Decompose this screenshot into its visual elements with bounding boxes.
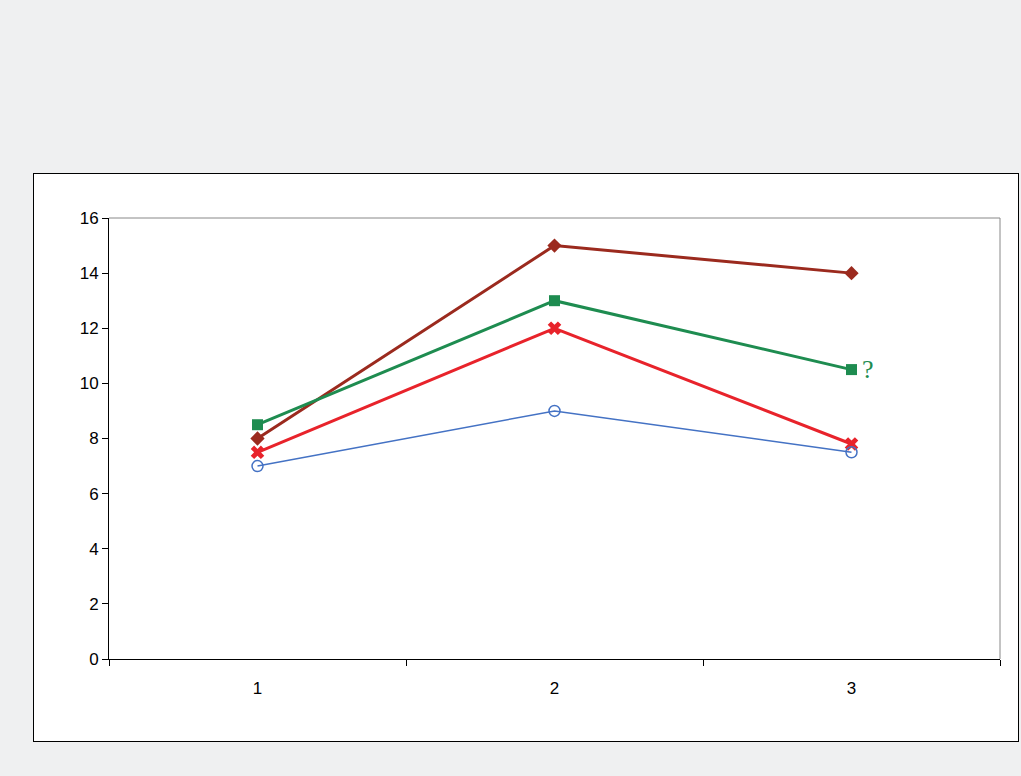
svg-text:1: 1 xyxy=(253,679,262,698)
svg-text:10: 10 xyxy=(80,374,99,393)
svg-text:4: 4 xyxy=(89,540,98,559)
svg-text:16: 16 xyxy=(80,209,99,228)
svg-text:?: ? xyxy=(862,355,874,384)
svg-text:12: 12 xyxy=(80,319,99,338)
svg-text:2: 2 xyxy=(550,679,559,698)
svg-text:8: 8 xyxy=(89,429,98,448)
svg-text:3: 3 xyxy=(847,679,856,698)
svg-text:6: 6 xyxy=(89,485,98,504)
svg-text:0: 0 xyxy=(89,650,98,669)
svg-text:2: 2 xyxy=(89,595,98,614)
svg-text:14: 14 xyxy=(80,264,99,283)
